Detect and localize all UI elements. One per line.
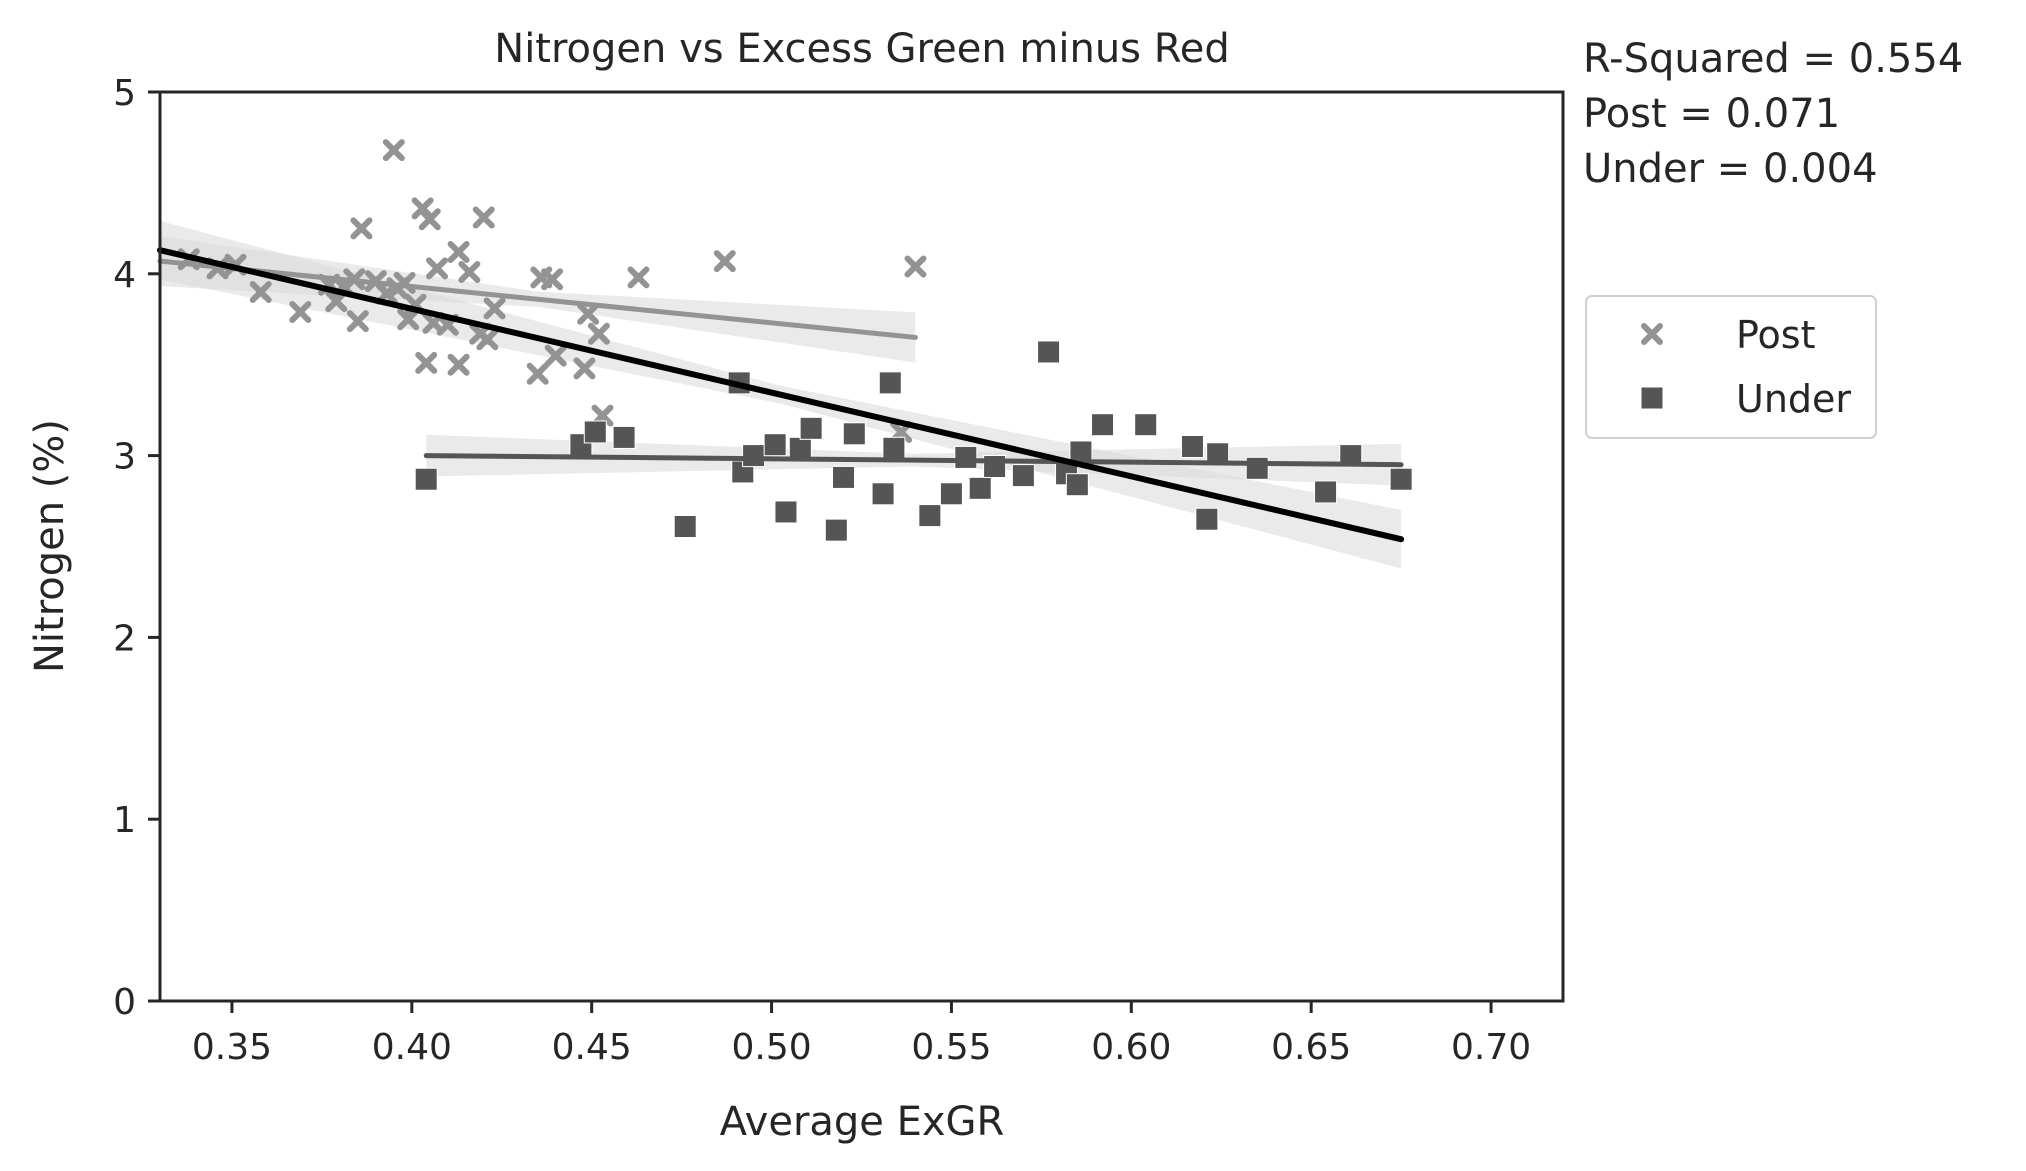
axes: [148, 90, 1565, 1013]
y-tick-label: 1: [113, 800, 136, 841]
stat-r-squared: R-Squared = 0.554: [1583, 36, 1963, 82]
post-point: [249, 280, 272, 303]
scatter-points: [177, 139, 1413, 542]
x-tick-label: 0.50: [731, 1027, 811, 1068]
post-point: [447, 240, 470, 263]
under-point: [414, 467, 438, 491]
post-point: [541, 268, 564, 291]
x-tick-label: 0.60: [1091, 1027, 1171, 1068]
y-tick-label: 3: [113, 437, 136, 478]
plot-frame: [158, 90, 1565, 1003]
overall-fit-line: [157, 247, 1405, 543]
x-tick-label: 0.70: [1451, 1027, 1531, 1068]
stat-post: Post = 0.071: [1583, 91, 1840, 137]
post-point: [476, 328, 499, 351]
post-point: [544, 344, 567, 367]
under-point: [918, 504, 942, 528]
x-tick-label: 0.55: [911, 1027, 991, 1068]
post-point: [577, 302, 600, 325]
post-fit-line: [157, 258, 918, 340]
under-point: [1091, 413, 1115, 437]
legend-post-label: Post: [1736, 313, 1816, 357]
under-point: [1011, 464, 1035, 488]
legend-square-marker: [1640, 386, 1664, 410]
stat-under: Under = 0.004: [1583, 146, 1878, 192]
under-point: [1180, 435, 1204, 459]
tick-labels: 0.35 0.40 0.45 0.50 0.55 0.60 0.65 0.70 0 1 2 3 4 5: [113, 73, 1531, 1068]
x-tick-label: 0.35: [192, 1027, 272, 1068]
post-point: [447, 353, 470, 376]
under-point: [673, 515, 697, 539]
under-point: [1037, 340, 1061, 364]
post-point: [587, 322, 610, 345]
post-point: [325, 290, 348, 313]
y-tick-label: 2: [113, 618, 136, 659]
under-point: [612, 425, 636, 449]
legend-post-marker: [1641, 323, 1663, 345]
post-point: [458, 260, 481, 283]
under-point: [832, 465, 856, 489]
regression-lines: [157, 247, 1405, 543]
under-point: [824, 518, 848, 542]
under-point: [871, 482, 895, 506]
under-fit-line: [423, 453, 1404, 468]
y-tick-label: 5: [113, 73, 136, 114]
post-point: [627, 266, 650, 289]
x-axis-label: Average ExGR: [720, 1099, 1005, 1145]
post-point: [350, 217, 373, 240]
y-axis-label: Nitrogen (%): [27, 419, 73, 673]
under-point: [774, 500, 798, 524]
x-tick-label: 0.65: [1271, 1027, 1351, 1068]
post-point: [397, 308, 420, 331]
under-point: [882, 436, 906, 460]
post-point: [426, 257, 449, 280]
x-tick-label: 0.40: [372, 1027, 452, 1068]
legend-under-marker: [1640, 386, 1664, 410]
post-point: [418, 208, 441, 231]
post-point: [483, 297, 506, 320]
post-point: [904, 255, 927, 278]
under-point: [1195, 507, 1219, 531]
under-point: [939, 482, 963, 506]
legend-x-marker: [1641, 323, 1663, 345]
post-point: [713, 250, 736, 273]
post-point: [289, 300, 312, 323]
chart-title: Nitrogen vs Excess Green minus Red: [494, 26, 1229, 72]
legend-under-label: Under: [1736, 377, 1851, 421]
under-point: [954, 445, 978, 469]
stats-annotation: R-Squared = 0.554 Post = 0.071 Under = 0…: [1583, 36, 1963, 192]
under-point: [842, 422, 866, 446]
y-tick-label: 0: [113, 982, 136, 1023]
under-point: [788, 436, 812, 460]
post-point: [415, 351, 438, 374]
under-point: [763, 433, 787, 457]
under-point: [1314, 480, 1338, 504]
under-point: [1134, 413, 1158, 437]
legend: Post Under: [1585, 295, 1877, 439]
under-point: [1245, 456, 1269, 480]
under-point: [799, 416, 823, 440]
post-point: [526, 362, 549, 385]
post-point: [346, 310, 369, 333]
post-point: [382, 139, 405, 162]
under-point: [583, 420, 607, 444]
under-point: [1389, 467, 1413, 491]
y-tick-label: 4: [113, 255, 136, 296]
under-point: [968, 476, 992, 500]
under-point: [742, 444, 766, 468]
post-point: [472, 206, 495, 229]
post-point: [573, 357, 596, 380]
x-tick-label: 0.45: [552, 1027, 632, 1068]
under-point: [878, 371, 902, 395]
under-point: [1065, 473, 1089, 497]
